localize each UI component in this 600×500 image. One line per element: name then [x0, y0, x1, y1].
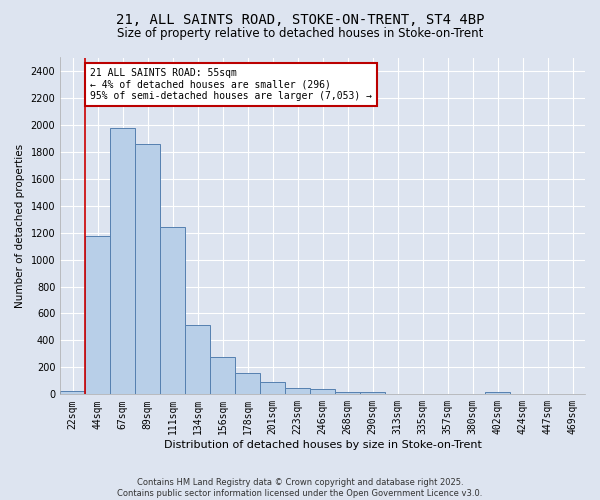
- Bar: [285, 388, 310, 394]
- Bar: [160, 228, 185, 394]
- Text: 21 ALL SAINTS ROAD: 55sqm
← 4% of detached houses are smaller (296)
95% of semi-: 21 ALL SAINTS ROAD: 55sqm ← 4% of detach…: [90, 68, 372, 102]
- Y-axis label: Number of detached properties: Number of detached properties: [15, 144, 25, 308]
- Bar: [360, 392, 385, 394]
- Bar: [85, 236, 110, 394]
- Bar: [310, 389, 335, 394]
- Text: Contains HM Land Registry data © Crown copyright and database right 2025.
Contai: Contains HM Land Registry data © Crown c…: [118, 478, 482, 498]
- Text: Size of property relative to detached houses in Stoke-on-Trent: Size of property relative to detached ho…: [117, 28, 483, 40]
- Bar: [135, 144, 160, 394]
- Bar: [235, 374, 260, 394]
- X-axis label: Distribution of detached houses by size in Stoke-on-Trent: Distribution of detached houses by size …: [164, 440, 482, 450]
- Bar: [335, 392, 360, 394]
- Text: 21, ALL SAINTS ROAD, STOKE-ON-TRENT, ST4 4BP: 21, ALL SAINTS ROAD, STOKE-ON-TRENT, ST4…: [116, 12, 484, 26]
- Bar: [485, 392, 510, 394]
- Bar: [210, 358, 235, 395]
- Bar: [185, 325, 210, 394]
- Bar: [260, 382, 285, 394]
- Bar: [60, 391, 85, 394]
- Bar: [110, 128, 135, 394]
